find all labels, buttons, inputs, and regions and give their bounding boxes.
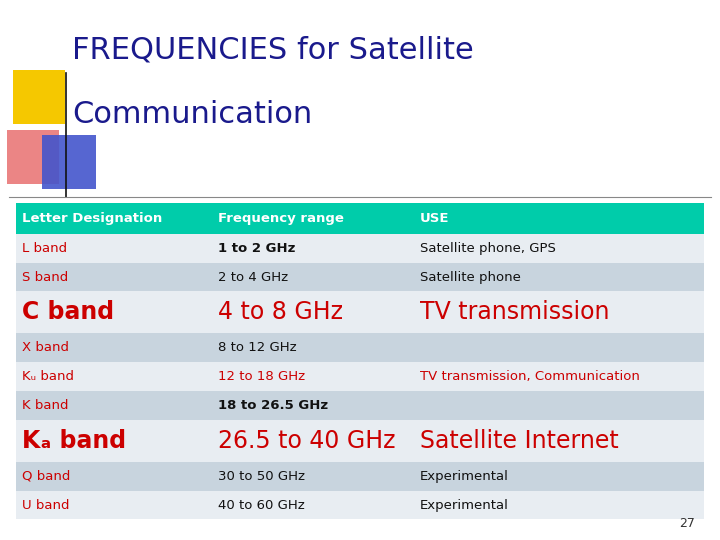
Text: X band: X band [22, 341, 68, 354]
Text: Satellite Internet: Satellite Internet [420, 429, 618, 453]
Text: L band: L band [22, 242, 67, 255]
Text: Experimental: Experimental [420, 498, 508, 511]
Text: 2 to 4 GHz: 2 to 4 GHz [218, 271, 288, 284]
Text: Experimental: Experimental [420, 470, 508, 483]
Text: Frequency range: Frequency range [218, 212, 344, 225]
Text: S band: S band [22, 271, 68, 284]
Text: FREQUENCIES for Satellite: FREQUENCIES for Satellite [72, 35, 474, 64]
Text: Satellite phone: Satellite phone [420, 271, 521, 284]
Text: 40 to 60 GHz: 40 to 60 GHz [218, 498, 305, 511]
Text: C band: C band [22, 300, 114, 325]
Text: Letter Designation: Letter Designation [22, 212, 162, 225]
Text: U band: U band [22, 498, 69, 511]
Text: Kᵤ band: Kᵤ band [22, 370, 73, 383]
Text: Q band: Q band [22, 470, 70, 483]
Text: Communication: Communication [72, 100, 312, 129]
Text: Q band: Q band [22, 470, 70, 483]
Text: 1 to 2 GHz: 1 to 2 GHz [218, 242, 295, 255]
Text: 8 to 12 GHz: 8 to 12 GHz [218, 341, 297, 354]
Text: Kᵤ band: Kᵤ band [22, 370, 73, 383]
Text: 18 to 26.5 GHz: 18 to 26.5 GHz [218, 399, 328, 412]
Text: K band: K band [22, 399, 68, 412]
Text: Kₐ band: Kₐ band [22, 429, 126, 453]
Text: USE: USE [420, 212, 449, 225]
Text: Kₐ band: Kₐ band [22, 429, 126, 453]
Text: 4 to 8 GHz: 4 to 8 GHz [218, 300, 343, 325]
Text: 30 to 50 GHz: 30 to 50 GHz [218, 470, 305, 483]
Text: TV transmission, Communication: TV transmission, Communication [420, 370, 639, 383]
Text: K band: K band [22, 399, 68, 412]
Text: TV transmission: TV transmission [420, 300, 609, 325]
Text: X band: X band [22, 341, 68, 354]
Text: 12 to 18 GHz: 12 to 18 GHz [218, 370, 305, 383]
Text: Satellite phone, GPS: Satellite phone, GPS [420, 242, 556, 255]
Text: C band: C band [22, 300, 114, 325]
Text: L band: L band [22, 242, 67, 255]
Text: U band: U band [22, 498, 69, 511]
Text: S band: S band [22, 271, 68, 284]
Text: 27: 27 [679, 517, 695, 530]
Text: 26.5 to 40 GHz: 26.5 to 40 GHz [218, 429, 396, 453]
